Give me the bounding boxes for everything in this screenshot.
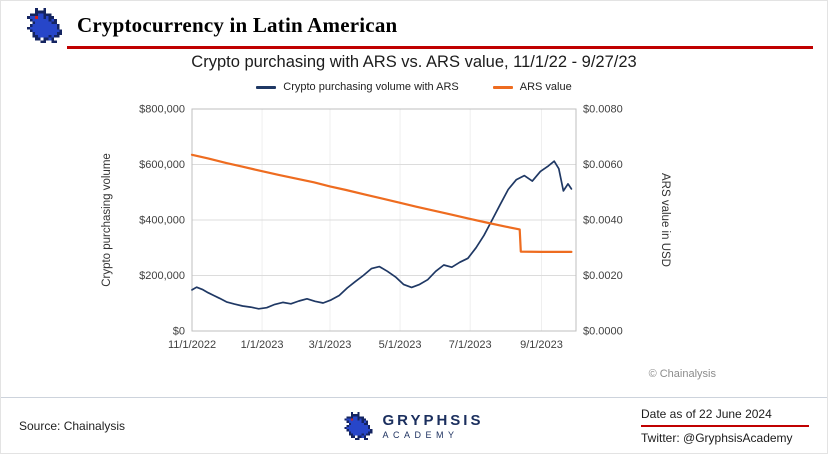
brand-subname: ACADEMY [382, 429, 459, 440]
svg-text:ARS value in USD: ARS value in USD [659, 173, 671, 267]
svg-text:$400,000: $400,000 [139, 215, 185, 227]
svg-text:3/1/2023: 3/1/2023 [309, 339, 352, 351]
legend-item-ars: ARS value [492, 81, 572, 93]
svg-text:5/1/2023: 5/1/2023 [379, 339, 422, 351]
header-underline [67, 46, 813, 49]
svg-text:$0: $0 [173, 326, 185, 338]
legend-label-ars: ARS value [519, 81, 572, 93]
legend-label-volume: Crypto purchasing volume with ARS [283, 81, 459, 93]
svg-text:$0.0080: $0.0080 [583, 104, 623, 116]
page-title: Cryptocurrency in Latin American [77, 13, 398, 37]
svg-text:$0.0060: $0.0060 [583, 159, 623, 171]
svg-text:7/1/2023: 7/1/2023 [449, 339, 492, 351]
chart-title: Crypto purchasing with ARS vs. ARS value… [191, 53, 637, 71]
svg-text:$0.0020: $0.0020 [583, 270, 623, 282]
footer: Source: Chainalysis GRYPHSIS ACADEMY Dat… [1, 397, 827, 453]
svg-text:1/1/2023: 1/1/2023 [241, 339, 284, 351]
date-note: Date as of 22 June 2024 [641, 406, 772, 421]
svg-text:9/1/2023: 9/1/2023 [520, 339, 563, 351]
header: Cryptocurrency in Latin American [1, 1, 827, 43]
svg-text:$0.0040: $0.0040 [583, 215, 623, 227]
legend-marker-volume [256, 85, 277, 89]
footer-meta: Date as of 22 June 2024 Twitter: @Gryphs… [641, 407, 809, 445]
footer-red-underline [641, 424, 809, 427]
svg-text:$800,000: $800,000 [139, 104, 185, 116]
legend-item-volume: Crypto purchasing volume with ARS [256, 81, 459, 93]
source-note: Source: Chainalysis [19, 418, 126, 433]
chainalysis-watermark: © Chainalysis [648, 368, 716, 380]
svg-text:$200,000: $200,000 [139, 270, 185, 282]
chart-area: Crypto purchasing with ARS vs. ARS value… [64, 53, 764, 380]
brand-name: GRYPHSIS [382, 411, 484, 429]
legend-marker-ars [492, 85, 513, 89]
line-chart: 11/1/2022 1/1/2023 3/1/2023 5/1/2023 7/1/202… [101, 104, 671, 352]
svg-text:11/1/2022: 11/1/2022 [168, 339, 216, 351]
brand-text: GRYPHSIS ACADEMY [383, 412, 484, 440]
gryphsis-dragon-logo-footer [344, 411, 373, 440]
svg-text:$600,000: $600,000 [139, 159, 185, 171]
gryphsis-dragon-logo [27, 8, 63, 43]
gryphsis-brand: GRYPHSIS ACADEMY [344, 411, 484, 440]
svg-text:Crypto purchasing volume: Crypto purchasing volume [101, 153, 113, 287]
twitter-handle: Twitter: @GryphsisAcademy [641, 430, 793, 445]
chart-legend: Crypto purchasing volume with ARS ARS va… [64, 81, 764, 93]
svg-text:$0.0000: $0.0000 [583, 326, 623, 338]
